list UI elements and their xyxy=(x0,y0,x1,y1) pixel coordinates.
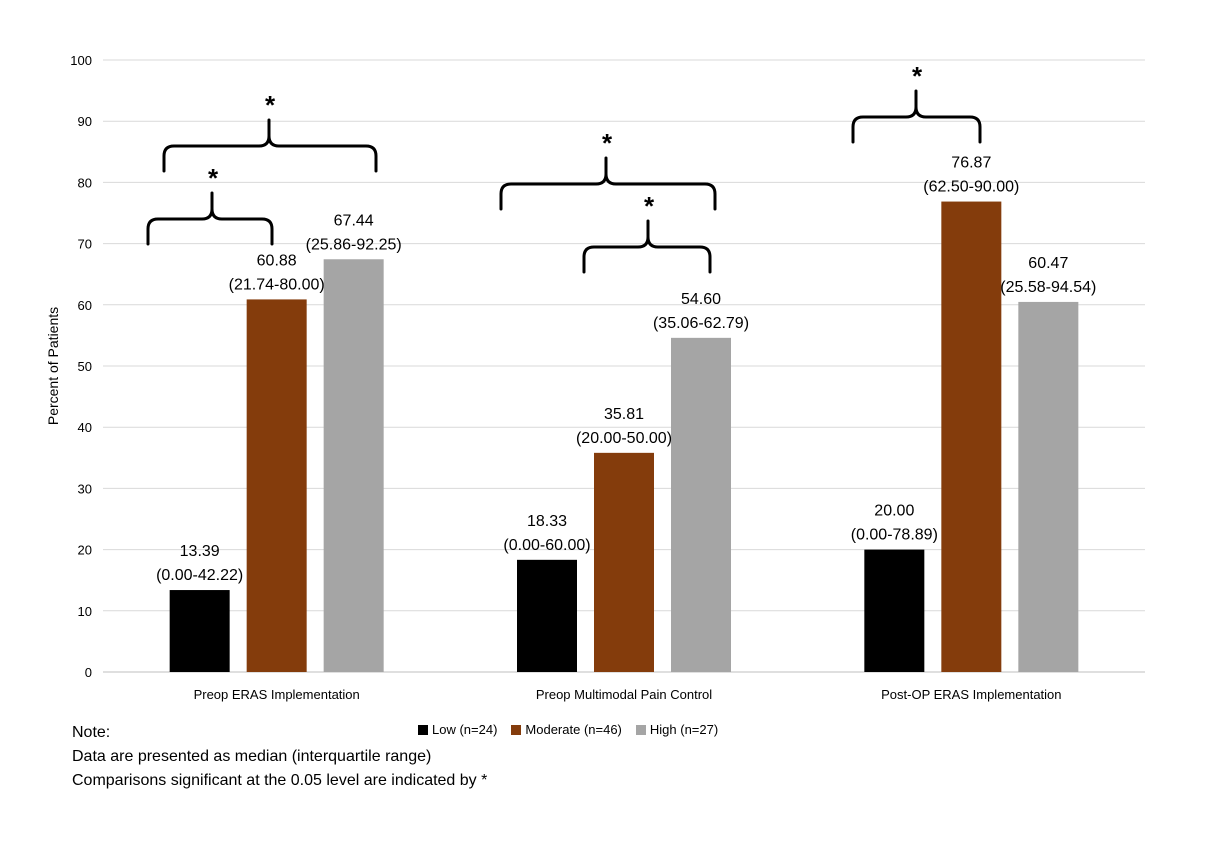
legend-item-moderate: Moderate (n=46) xyxy=(511,722,622,737)
y-axis-ticks: 0 10 20 30 40 50 60 70 80 90 100 xyxy=(70,53,92,680)
legend: Low (n=24) Moderate (n=46) High (n=27) xyxy=(418,722,732,737)
y-tick-label: 0 xyxy=(85,665,92,680)
data-label-value: 76.87 xyxy=(951,155,991,172)
data-label-value: 60.88 xyxy=(257,252,297,269)
note-line-1: Data are presented as median (interquart… xyxy=(72,748,432,765)
data-label-range: (0.00-60.00) xyxy=(503,537,590,554)
bars xyxy=(169,201,1079,672)
significance-asterisk: * xyxy=(208,163,219,193)
data-label-range: (0.00-42.22) xyxy=(156,567,243,584)
significance-brace xyxy=(146,191,274,246)
x-axis-category-labels: Preop ERAS Implementation Preop Multimoda… xyxy=(194,687,1062,702)
data-label-range: (62.50-90.00) xyxy=(923,179,1019,196)
significance-asterisk: * xyxy=(912,61,923,91)
y-tick-label: 10 xyxy=(78,604,92,619)
legend-label-moderate: Moderate (n=46) xyxy=(525,722,622,737)
y-tick-label: 60 xyxy=(78,298,92,313)
data-label-value: 54.60 xyxy=(681,291,721,308)
y-tick-label: 100 xyxy=(70,53,92,68)
x-category-label: Preop Multimodal Pain Control xyxy=(536,687,712,702)
legend-swatch-moderate xyxy=(511,724,522,735)
bar xyxy=(517,559,577,672)
bar xyxy=(323,259,384,672)
significance-brace xyxy=(851,89,982,144)
data-labels: 13.39 (0.00-42.22) 18.33 (0.00-60.00) 20.00 (… xyxy=(156,155,1096,584)
y-tick-label: 40 xyxy=(78,420,92,435)
significance-brace xyxy=(582,219,712,274)
data-label-value: 18.33 xyxy=(527,513,567,530)
data-label-range: (25.58-94.54) xyxy=(1000,279,1096,296)
bar-chart: 0 10 20 30 40 50 60 70 80 90 100 Percent of Patien… xyxy=(45,53,1145,702)
data-label-value: 60.47 xyxy=(1028,255,1068,272)
data-label-value: 13.39 xyxy=(180,543,220,560)
y-tick-label: 50 xyxy=(78,359,92,374)
bar xyxy=(169,590,230,672)
significance-asterisk: * xyxy=(602,128,613,158)
y-tick-label: 70 xyxy=(78,237,92,252)
legend-label-low: Low (n=24) xyxy=(432,722,498,737)
bar xyxy=(246,299,307,672)
legend-label-high: High (n=27) xyxy=(649,722,719,737)
significance-asterisk: * xyxy=(644,191,655,221)
y-tick-label: 20 xyxy=(78,543,92,558)
legend-swatch-high xyxy=(635,724,646,735)
bar xyxy=(1018,301,1079,672)
data-label-value: 20.00 xyxy=(874,503,914,520)
bar xyxy=(941,201,1002,672)
legend-item-high: High (n=27) xyxy=(635,722,719,737)
legend-item-low: Low (n=24) xyxy=(418,722,497,737)
data-label-range: (25.86-92.25) xyxy=(306,236,402,253)
bar xyxy=(594,452,654,672)
data-label-range: (0.00-78.89) xyxy=(851,527,938,544)
y-axis-label: Percent of Patients xyxy=(45,307,61,425)
legend-swatch-low xyxy=(418,724,428,735)
y-tick-label: 80 xyxy=(78,175,92,190)
significance-asterisk: * xyxy=(265,90,276,120)
note-line-2: Comparisons significant at the 0.05 leve… xyxy=(72,772,488,789)
note-heading: Note: xyxy=(72,724,111,741)
data-label-range: (21.74-80.00) xyxy=(229,276,325,293)
bar xyxy=(671,337,731,672)
y-tick-label: 30 xyxy=(78,481,92,496)
data-label-value: 67.44 xyxy=(334,212,374,229)
significance-brace xyxy=(162,118,378,173)
significance-brace xyxy=(499,156,717,211)
x-category-label: Preop ERAS Implementation xyxy=(194,687,360,702)
data-label-range: (35.06-62.79) xyxy=(653,315,749,332)
data-label-range: (20.00-50.00) xyxy=(576,430,672,447)
bar xyxy=(864,549,925,672)
x-category-label: Post-OP ERAS Implementation xyxy=(881,687,1061,702)
significance-brackets: * * * * * xyxy=(146,61,982,274)
y-tick-label: 90 xyxy=(78,114,92,129)
data-label-value: 35.81 xyxy=(604,406,644,423)
